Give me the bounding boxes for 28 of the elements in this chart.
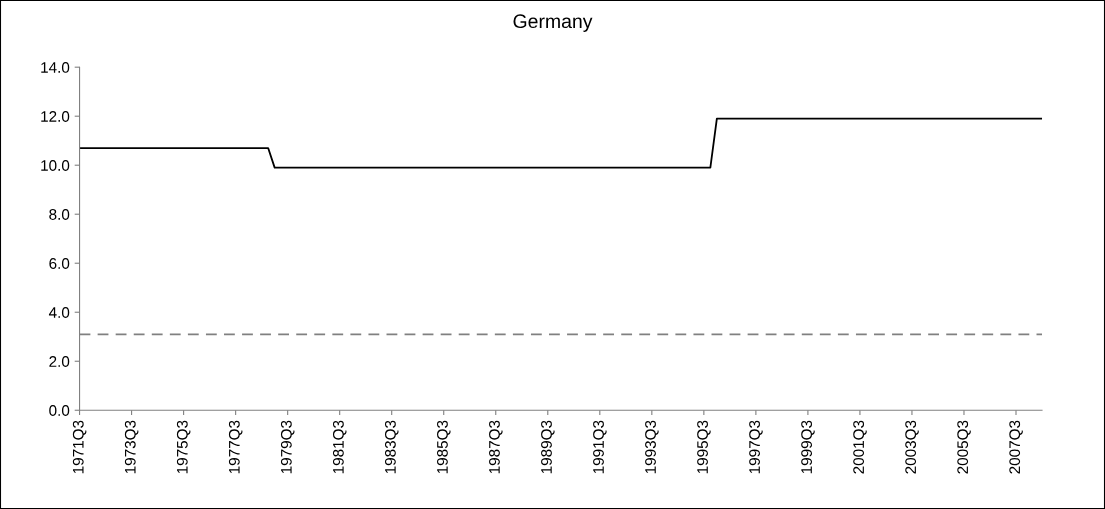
x-tick-label: 1995Q3 [697, 420, 711, 474]
x-tick-label: 1985Q3 [437, 420, 451, 474]
x-tick-label: 1979Q3 [280, 420, 295, 474]
x-tick-label: 1973Q3 [124, 420, 139, 474]
x-tick-label: 2005Q3 [957, 420, 971, 474]
x-tick-label: 1991Q3 [593, 420, 607, 474]
y-tick-label: 14.0 [41, 62, 70, 73]
x-tick-label: 1997Q3 [749, 420, 763, 474]
y-tick-label: 12.0 [41, 111, 70, 122]
x-tick-label: 2001Q3 [853, 420, 867, 474]
y-tick-label: 6.0 [49, 258, 70, 269]
y-tick-label: 10.0 [41, 160, 70, 171]
y-tick-label: 8.0 [49, 209, 70, 220]
x-tick-label: 1989Q3 [541, 420, 555, 474]
x-tick-label: 1977Q3 [228, 420, 243, 474]
y-tick-label: 4.0 [48, 307, 70, 318]
x-tick-label: 1981Q3 [332, 420, 347, 474]
chart-title: Germany [513, 14, 593, 32]
y-tick-label: 2.0 [49, 356, 70, 367]
x-tick-label: 1993Q3 [645, 420, 659, 474]
x-tick-label: 1983Q3 [384, 420, 399, 474]
x-tick-label: 1975Q3 [176, 420, 191, 474]
x-tick-label: 2007Q3 [1009, 420, 1023, 474]
y-tick-label: 0.0 [49, 405, 70, 416]
x-tick-label: 1999Q3 [801, 420, 815, 474]
x-tick-label: 2003Q3 [905, 420, 919, 474]
x-tick-label: 1987Q3 [489, 420, 503, 474]
x-tick-label: 1971Q3 [72, 420, 87, 474]
